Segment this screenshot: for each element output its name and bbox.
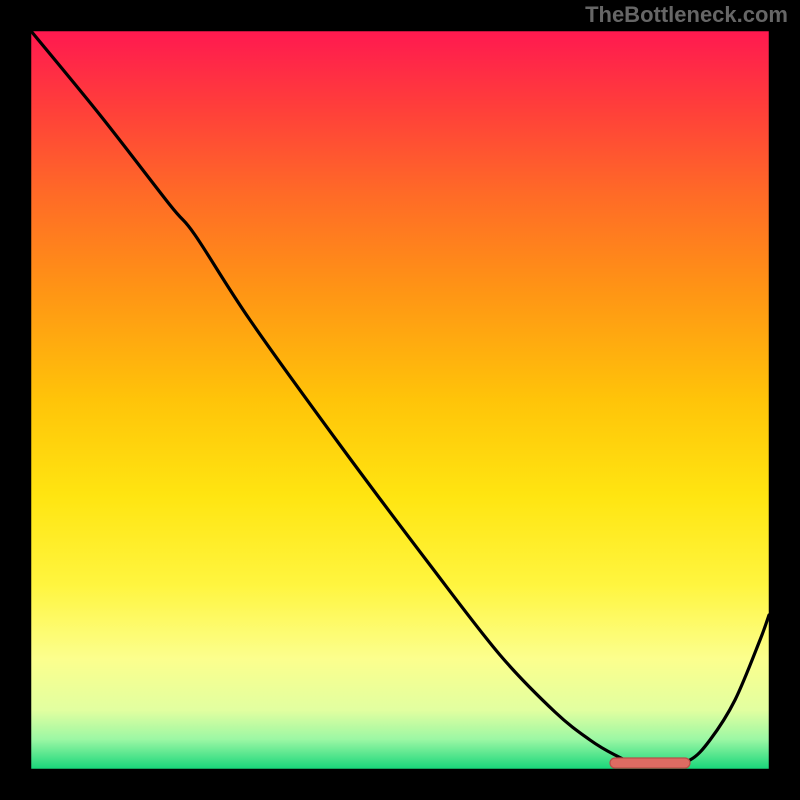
gradient-area <box>31 31 769 769</box>
watermark-text: TheBottleneck.com <box>585 2 788 28</box>
chart-svg <box>0 0 800 800</box>
chart-canvas: TheBottleneck.com <box>0 0 800 800</box>
optimal-marker <box>610 758 690 768</box>
